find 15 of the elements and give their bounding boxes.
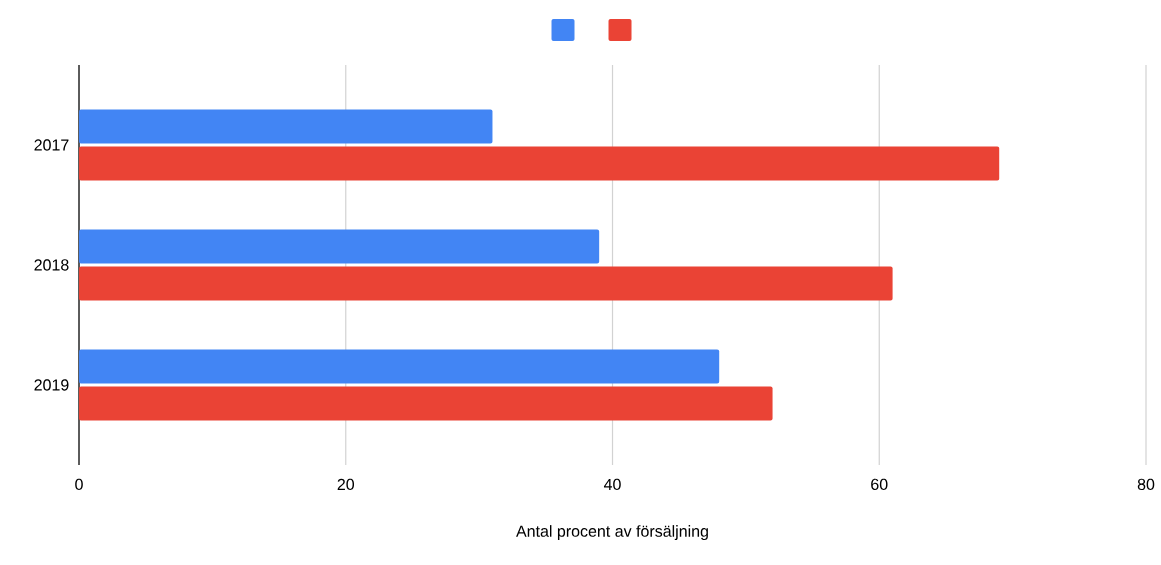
bar: [79, 146, 1000, 181]
y-tick-label: 2017: [34, 139, 69, 151]
bar: [79, 229, 600, 264]
x-tick-label: 80: [1137, 478, 1155, 491]
x-tick-label: 0: [75, 478, 83, 491]
y-tick-label: 2018: [34, 259, 69, 271]
y-tick-label: 2019: [34, 379, 69, 391]
x-tick-label: 60: [871, 478, 888, 491]
x-axis-title: Antal procent av försäljning: [516, 525, 708, 541]
bar: [79, 109, 493, 144]
bar: [79, 386, 773, 421]
bar: [79, 266, 893, 301]
x-tick-label: 40: [603, 478, 621, 491]
x-tick-label: 20: [337, 478, 355, 491]
bar: [79, 349, 720, 384]
